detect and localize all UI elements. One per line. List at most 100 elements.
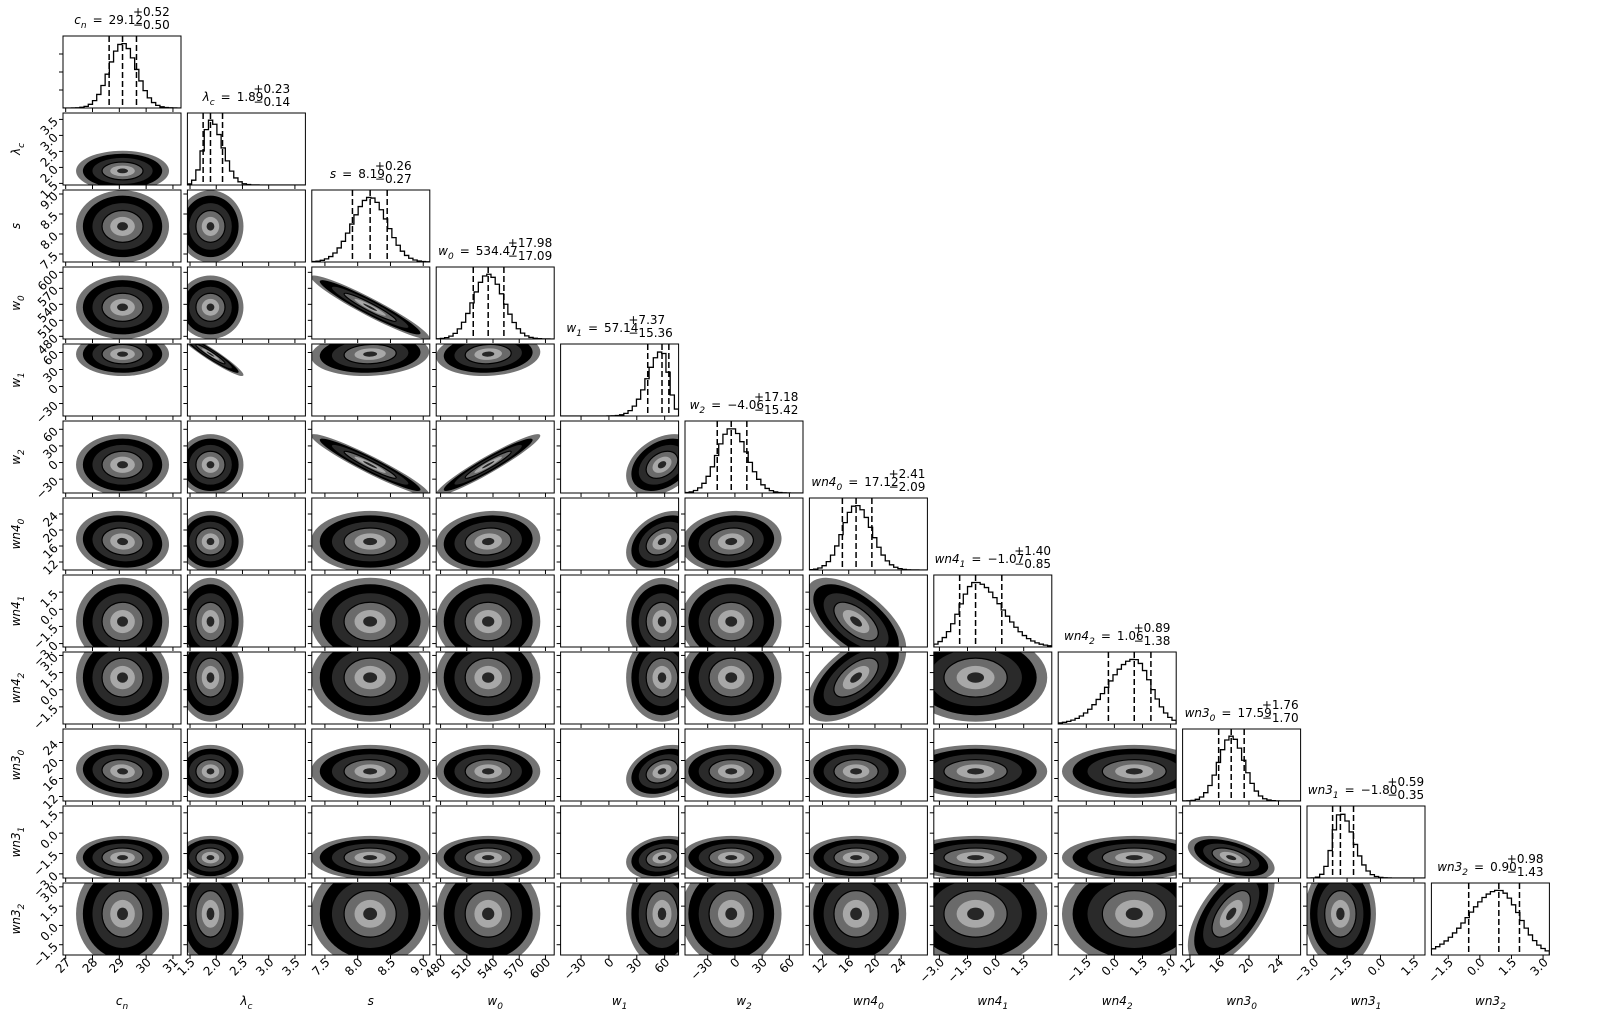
plus-label: +17.98: [508, 236, 552, 250]
contour: [464, 657, 512, 698]
plus-label: +0.59: [1387, 775, 1424, 789]
histogram: [685, 428, 803, 493]
density-level: [206, 461, 215, 469]
panel: wn40 = 17.12+2.41−2.09: [808, 467, 928, 574]
contour: [195, 209, 226, 243]
panel-inner: [685, 421, 803, 493]
panel-inner: [76, 510, 170, 570]
panel-inner: [1307, 883, 1376, 955]
subscript: 2: [17, 903, 27, 909]
panel-frame: [435, 805, 555, 879]
panel: [556, 728, 680, 805]
panel: −30 0 30 60: [556, 882, 680, 983]
panel-inner: [311, 344, 430, 377]
panel: [556, 574, 680, 651]
density-level: [117, 855, 129, 861]
x-tick-label: 600: [527, 955, 553, 981]
panel-frame: [684, 805, 804, 879]
y-axis-label: s: [9, 223, 23, 229]
density-level: [850, 855, 862, 861]
panel-frame: [62, 112, 182, 186]
panel: [805, 651, 928, 728]
contour: [464, 759, 512, 784]
panel-title: cn = 29.12: [74, 13, 143, 31]
panel: [307, 497, 431, 574]
x-axis-label: wn42: [1102, 994, 1133, 1012]
histogram: [1058, 658, 1177, 724]
median-label: 1.89: [237, 90, 264, 104]
panel-frame: [1057, 651, 1177, 725]
panel: [1178, 805, 1302, 882]
x-tick-label: 1.5: [1496, 955, 1519, 978]
contour: [195, 527, 226, 556]
panel-frame: [1306, 805, 1426, 879]
minus-label: −15.42: [754, 403, 798, 417]
panel-frame: [1182, 805, 1302, 879]
panel-inner: [933, 835, 1048, 878]
x-axis-label: cn: [116, 994, 129, 1012]
minus-label: −1.43: [1507, 865, 1544, 879]
panel-frame: [186, 343, 306, 417]
panel: [183, 728, 306, 805]
panel-inner: [187, 652, 244, 722]
panel-frame: [560, 343, 680, 417]
panel-frame: [1182, 882, 1302, 956]
subscript: 1: [17, 372, 27, 378]
plus-label: +1.76: [1262, 698, 1299, 712]
density-level: [363, 461, 378, 469]
panel-inner: [560, 344, 679, 416]
panel-frame: [684, 497, 804, 571]
panel-inner: [76, 744, 170, 798]
plus-label: +2.41: [889, 467, 926, 481]
panel-inner: [436, 267, 555, 339]
panel-frame: [62, 882, 182, 956]
panel: [307, 805, 431, 882]
histogram: [311, 196, 430, 262]
contour: [195, 344, 226, 365]
contour: [101, 657, 144, 698]
panel-frame: [311, 189, 431, 263]
x-tick-label: 540: [475, 955, 501, 981]
y-axis-label: wn31: [9, 827, 27, 858]
contour: [195, 292, 226, 322]
panel: s = 8.19+0.26−0.27: [311, 159, 431, 266]
subscript: 1: [576, 329, 582, 339]
panel-frame: [186, 420, 306, 494]
contour: [101, 759, 144, 784]
panel-frame: [311, 805, 431, 879]
panel-inner: [63, 36, 181, 108]
density-level: [725, 616, 738, 627]
panel: −1.50.01.53.027 28 29 30 31: [30, 882, 182, 976]
panel: [681, 497, 804, 574]
panel-inner: [436, 577, 541, 647]
density-level: [363, 303, 378, 312]
panel-frame: [186, 497, 306, 571]
median-label: 57.14: [604, 321, 638, 335]
panel: [556, 497, 680, 574]
subscript: 1: [17, 827, 27, 833]
y-tick-label: 0.0: [38, 920, 61, 943]
panel-frame: [62, 728, 182, 802]
histogram: [933, 581, 1052, 647]
contour: [645, 657, 679, 698]
x-tick-label: −3.0: [917, 955, 948, 986]
panel-frame: [435, 651, 555, 725]
minus-label: −0.35: [1387, 788, 1424, 802]
subscript: n: [81, 21, 87, 31]
panel-inner: [187, 344, 244, 377]
panel-frame: [808, 805, 928, 879]
y-tick-label: 3.5: [38, 114, 61, 137]
symbol: s: [368, 994, 374, 1008]
panel-frame: [186, 266, 306, 340]
panel: [929, 728, 1053, 805]
histogram: [63, 42, 181, 108]
panel-frame: [933, 651, 1053, 725]
density-level: [117, 537, 129, 546]
y-tick-label: 0.0: [38, 828, 61, 851]
contour: [943, 847, 1008, 868]
panel-frame: [1306, 882, 1426, 956]
y-tick-label: −30: [33, 399, 61, 427]
panel: −3.0−1.50.01.5: [30, 574, 182, 669]
